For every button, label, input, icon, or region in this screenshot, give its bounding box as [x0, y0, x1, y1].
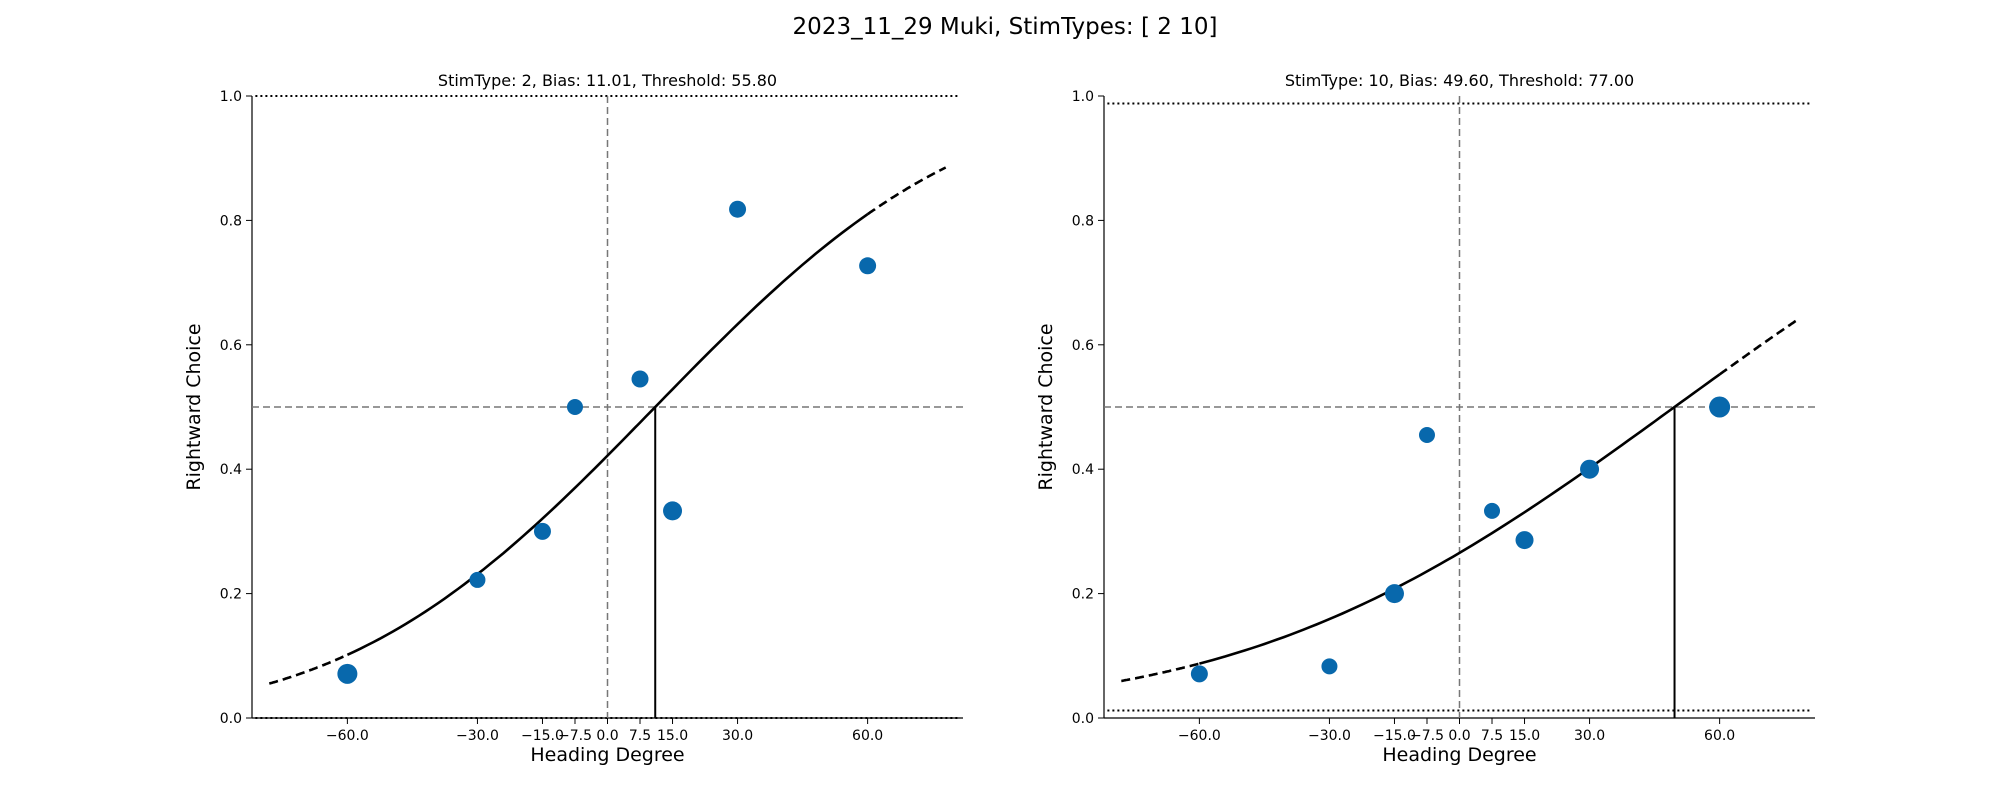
left-panel-data-point [663, 501, 683, 521]
left-panel-x-tick-label: −15.0 [521, 728, 564, 744]
right-panel-y-tick-label: 0.0 [1072, 711, 1094, 727]
left-panel-data-point [729, 200, 747, 218]
right-panel-data-point [1384, 584, 1404, 604]
right-panel-data-point [1515, 531, 1534, 550]
right-panel-fit-curve-extrapolated-left [1121, 662, 1200, 683]
right-panel-y-tick-label: 0.2 [1072, 587, 1094, 603]
figure-suptitle: 2023_11_29 Muki, StimTypes: [ 2 10] [793, 14, 1218, 40]
left-panel-y-label: Rightward Choice [183, 323, 205, 490]
left-panel-x-tick-label: 0.0 [596, 728, 618, 744]
right-panel-x-tick-label: 7.5 [1481, 728, 1503, 744]
left-panel-data-point [533, 522, 551, 540]
left-panel-y-tick-label: 0.8 [220, 213, 242, 229]
left-panel-y-tick-label: 0.2 [220, 587, 242, 603]
left-panel-data-point [631, 370, 649, 388]
right-panel-y-tick-label: 0.6 [1072, 338, 1094, 354]
right-panel-x-tick-label: 60.0 [1704, 728, 1735, 744]
right-panel-data-point [1190, 665, 1208, 683]
right-panel-data-point [1580, 459, 1600, 479]
left-panel-y-tick-label: 0.0 [220, 711, 242, 727]
left-panel-data-point [337, 663, 358, 684]
left-panel-fit-curve-extrapolated-left [268, 653, 348, 685]
left-panel-x-tick-label: −7.5 [558, 728, 592, 744]
right-panel-data-point [1484, 502, 1501, 519]
right-panel-x-tick-label: 15.0 [1509, 728, 1540, 744]
left-panel-x-tick-label: 7.5 [629, 728, 651, 744]
right-panel-fit-curve [1199, 373, 1721, 665]
right-panel-y-tick-label: 0.4 [1072, 462, 1094, 478]
right-panel-x-tick-label: −7.5 [1410, 728, 1444, 744]
left-panel-fit-curve [346, 213, 869, 656]
left-panel-x-label: Heading Degree [530, 744, 684, 766]
left-panel-fit-curve-extrapolated-right [866, 166, 947, 216]
left-panel-title: StimType: 2, Bias: 11.01, Threshold: 55.… [438, 71, 777, 90]
left-panel-x-tick-label: 15.0 [657, 728, 688, 744]
left-panel-x-tick-label: −60.0 [326, 728, 369, 744]
right-panel: 0.00.20.40.60.81.0−60.0 −30.0 −15.0−7.5 0.0… [1035, 71, 1815, 766]
left-panel-y-tick-label: 0.4 [220, 462, 242, 478]
left-panel-x-tick-label: 60.0 [852, 728, 883, 744]
right-panel-x-tick-label: −15.0 [1373, 728, 1416, 744]
left-panel-y-tick-label: 0.6 [220, 338, 242, 354]
right-panel-data-point [1418, 426, 1435, 443]
right-panel-x-label: Heading Degree [1382, 744, 1536, 766]
right-panel-x-tick-label: −30.0 [1308, 728, 1351, 744]
right-panel-x-tick-label: −60.0 [1178, 728, 1221, 744]
left-panel-data-point [859, 257, 877, 275]
right-panel-data-point [1321, 658, 1338, 675]
right-panel-data-point [1709, 396, 1731, 418]
right-panel-y-tick-label: 0.8 [1072, 213, 1094, 229]
right-panel-x-tick-label: 30.0 [1574, 728, 1605, 744]
left-panel: 0.00.20.40.60.81.0−60.0 −30.0 −15.0−7.5 0.0… [183, 71, 963, 766]
left-panel-data-point [469, 571, 486, 588]
right-panel-title: StimType: 10, Bias: 49.60, Threshold: 77… [1285, 71, 1634, 90]
left-panel-y-tick-label: 1.0 [220, 89, 242, 105]
right-panel-x-tick-label: 0.0 [1448, 728, 1470, 744]
left-panel-data-point [566, 399, 583, 415]
right-panel-fit-curve-extrapolated-right [1718, 318, 1799, 376]
right-panel-y-tick-label: 1.0 [1072, 89, 1094, 105]
left-panel-x-tick-label: −30.0 [456, 728, 499, 744]
right-panel-y-label: Rightward Choice [1035, 323, 1057, 490]
left-panel-x-tick-label: 30.0 [722, 728, 753, 744]
